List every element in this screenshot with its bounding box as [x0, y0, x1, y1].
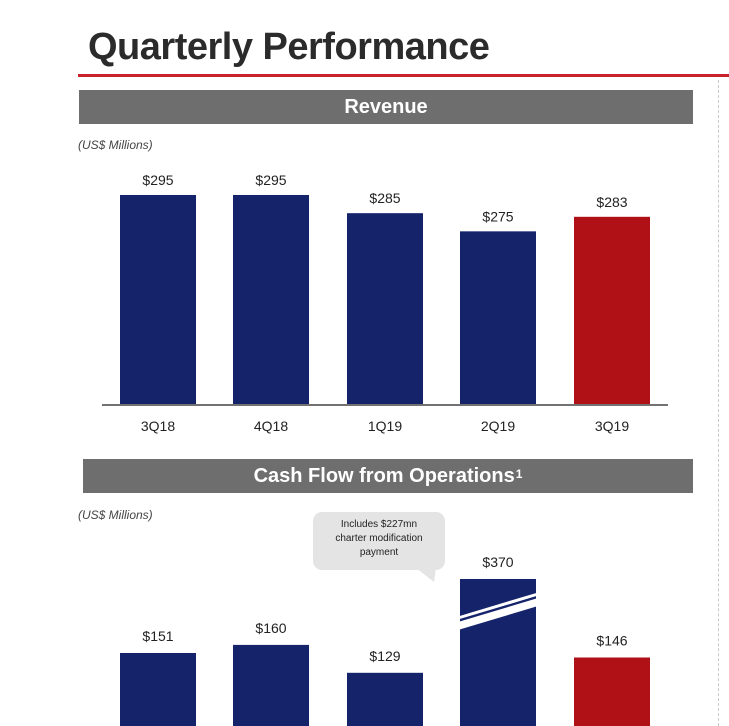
revenue-bar	[460, 231, 536, 404]
revenue-category-label: 2Q19	[481, 418, 515, 434]
annotation-line: payment	[359, 547, 399, 558]
revenue-bar	[233, 195, 309, 404]
revenue-value-label: $283	[596, 194, 627, 210]
revenue-category-label: 3Q19	[595, 418, 629, 434]
annotation-line: charter modification	[335, 533, 423, 544]
revenue-value-label: $285	[369, 190, 400, 206]
cashflow-value-label: $146	[596, 633, 627, 649]
revenue-bar	[347, 213, 423, 404]
divider-dashed-line	[718, 80, 719, 726]
cashflow-value-label: $370	[482, 554, 513, 570]
annotation-callout: Includes $227mn charter modification pay…	[313, 512, 445, 570]
revenue-value-label: $295	[142, 172, 173, 188]
revenue-category-label: 3Q18	[141, 418, 175, 434]
cashflow-value-label: $160	[255, 620, 286, 636]
cashflow-chart-title: Cash Flow from Operations	[253, 464, 515, 487]
title-underline	[78, 74, 729, 77]
revenue-value-label: $295	[255, 172, 286, 188]
cashflow-footnote-marker: 1	[515, 467, 523, 481]
cashflow-bar	[574, 657, 650, 726]
revenue-category-label: 4Q18	[254, 418, 288, 434]
page-title: Quarterly Performance	[88, 26, 490, 68]
revenue-value-label: $275	[482, 208, 513, 224]
cashflow-bar	[460, 579, 536, 726]
cashflow-value-label: $151	[142, 628, 173, 644]
cashflow-value-label: $129	[369, 648, 400, 664]
revenue-category-label: 1Q19	[368, 418, 402, 434]
annotation-line: Includes $227mn	[340, 519, 418, 530]
revenue-chart-title: Revenue	[344, 95, 428, 118]
revenue-section-header: Revenue	[79, 90, 693, 124]
revenue-unit-label: (US$ Millions)	[78, 138, 153, 152]
revenue-bar	[120, 195, 196, 404]
axis-break-line	[457, 592, 539, 620]
axis-break-stripe	[458, 598, 538, 630]
cashflow-section-header: Cash Flow from Operations 1	[83, 459, 693, 493]
cashflow-bar	[347, 672, 423, 726]
cashflow-unit-label: (US$ Millions)	[78, 508, 153, 522]
revenue-bar	[574, 216, 650, 404]
cashflow-bar	[120, 653, 196, 726]
cashflow-bar	[233, 644, 309, 726]
